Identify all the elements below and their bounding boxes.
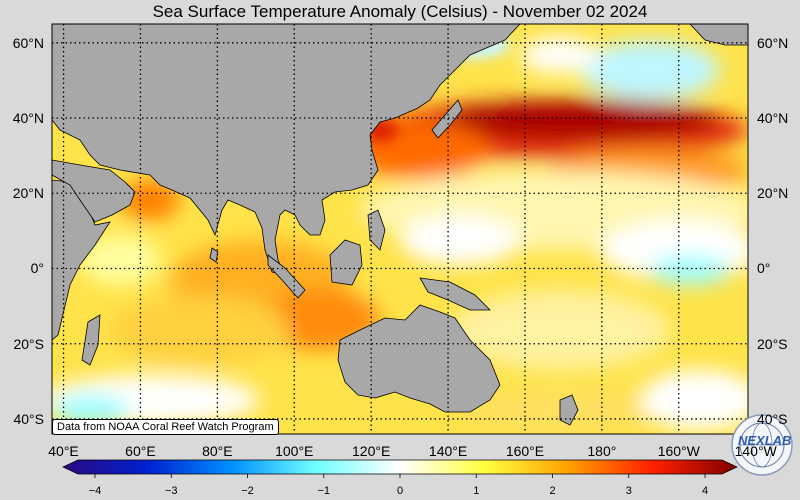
latitude-label-left: 60°N: [12, 34, 44, 51]
eurasia-land: [52, 24, 521, 276]
colorbar-tick-label: 2: [549, 485, 556, 497]
colorbar-tick-label: −2: [241, 485, 254, 497]
colorbar-tick-label: 4: [701, 485, 709, 497]
latitude-label-right: 20°S: [757, 335, 788, 352]
latitude-label-left: 20°N: [12, 185, 44, 202]
north-america-land: [689, 24, 748, 46]
colorbar-tick-label: −1: [317, 485, 331, 497]
colorbar-tick-label: 3: [625, 485, 632, 497]
latitude-label-right: 0°: [757, 260, 771, 277]
latitude-label-right: 60°N: [757, 34, 789, 51]
latitude-label-right: 40°N: [757, 110, 789, 127]
colorbar-tick-label: 1: [473, 485, 480, 497]
longitude-label: 80°E: [202, 443, 233, 459]
map-title: Sea Surface Temperature Anomaly (Celsius…: [152, 2, 648, 21]
japan-land: [431, 99, 463, 139]
graticule: [52, 24, 748, 434]
logo-text: NEXLAB: [738, 433, 792, 448]
longitude-label: 140°W: [734, 443, 777, 459]
borneo-land: [329, 239, 363, 286]
longitude-label: 160°E: [505, 443, 545, 459]
map-frame: [51, 23, 749, 435]
latitude-label-right: 20°N: [757, 185, 789, 202]
latitude-label-left: 0°: [30, 260, 44, 277]
madagascar-land: [81, 314, 101, 366]
longitude-label: 40°E: [48, 443, 79, 459]
australia-land: [337, 304, 501, 413]
latitude-label-right: 40°S: [757, 410, 788, 427]
colorbar-tick-label: −4: [88, 485, 102, 497]
arabia-land: [52, 159, 136, 223]
longitude-label: 180°: [587, 443, 617, 459]
longitude-label: 60°E: [125, 443, 156, 459]
new-zealand-land: [559, 394, 579, 426]
latitude-label-left: 20°S: [13, 335, 44, 352]
sri-lanka-land: [209, 247, 219, 263]
colorbar-tick-label: −3: [164, 485, 178, 497]
colorbar-tick-label: 0: [396, 485, 404, 497]
longitude-label: 120°E: [352, 443, 391, 459]
colorbar-ticks: [94, 474, 706, 478]
latitude-label-left: 40°S: [13, 410, 44, 427]
longitude-label: 140°E: [428, 443, 468, 459]
longitude-label: 160°W: [657, 443, 700, 459]
philippines-land: [367, 209, 386, 251]
sumatra-land: [267, 254, 306, 299]
latitude-label-left: 40°N: [12, 110, 44, 127]
new-guinea-land: [419, 277, 491, 311]
nexlab-globe-logo: [731, 414, 793, 476]
colorbar: [62, 459, 738, 475]
longitude-label: 100°E: [275, 443, 314, 459]
land-masses: [52, 24, 748, 426]
data-credit-label: Data from NOAA Coral Reef Watch Program: [52, 419, 279, 435]
